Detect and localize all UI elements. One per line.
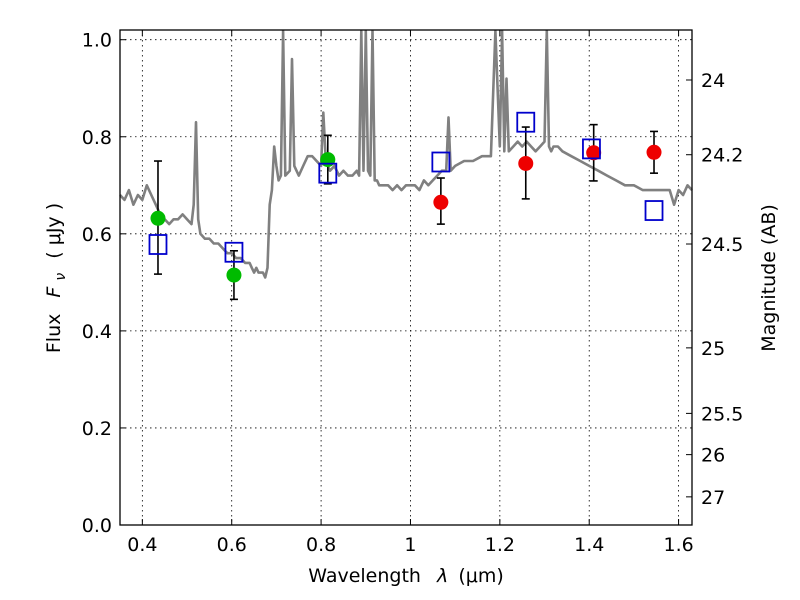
y-axis-label-subscript: ν [53,273,69,281]
mag-tick-label: 24 [701,70,725,92]
y-axis-label-prefix: Flux [43,314,65,354]
red-point [433,194,449,210]
mag-tick-label: 24.5 [701,234,743,256]
mag-tick-label: 27 [701,487,725,509]
x-tick-label: 0.6 [217,534,247,556]
x-axis-label-prefix: Wavelength [308,565,421,587]
x-tick-label: 1.4 [574,534,604,556]
x-axis-label: Wavelength λ (μm) [308,565,503,587]
x-tick-label: 0.4 [127,534,157,556]
y-tick-label: 0.6 [82,224,112,246]
x-tick-label: 1.2 [485,534,515,556]
y-axis-label: Flux F ν ( μJy ) [43,203,70,353]
model-square [148,234,168,255]
red-point [518,155,534,171]
y-tick-label: 1.0 [82,30,112,52]
red-point [646,144,662,160]
x-tick-label: 1 [404,534,416,556]
markers [148,111,664,283]
model-square [582,138,601,160]
model-square [318,162,338,184]
y-tick-label: 0.2 [82,418,112,440]
mag-tick-label: 24.2 [701,145,743,167]
x-tick-label: 0.8 [306,534,336,556]
model-square [644,200,664,221]
x-tick-label: 1.6 [663,534,693,556]
y-tick-label: 0.0 [82,515,112,537]
y-axis-label-symbol: F [43,286,65,298]
mag-tick-label: 26 [701,445,725,467]
y-axis-label-unit: ( μJy ) [43,203,65,259]
green-point [226,267,242,283]
x-axis-label-symbol: λ [436,565,448,587]
spectrum-line [119,29,693,279]
y-tick-label: 0.8 [82,127,112,149]
green-point [150,210,166,226]
model-square [516,111,536,133]
mag-tick-label: 25 [701,338,725,360]
model-square [224,241,244,263]
plot-frame [119,29,693,526]
x-axis-label-unit: (μm) [458,565,503,587]
spectrum-layer [119,29,693,279]
mag-tick-label: 25.5 [701,403,743,425]
y2-axis-label: Magnitude (AB) [758,204,780,352]
green-point [320,152,336,168]
red-point [586,145,602,161]
plot-background [120,30,692,525]
y-tick-label: 0.4 [82,321,112,343]
model-square [431,151,451,173]
ticks: 0.4 0.6 0.8 1 1.2 1.4 1.6 0.0 0.2 0.4 0.6 0.8 1.0 24 2… [82,30,744,556]
